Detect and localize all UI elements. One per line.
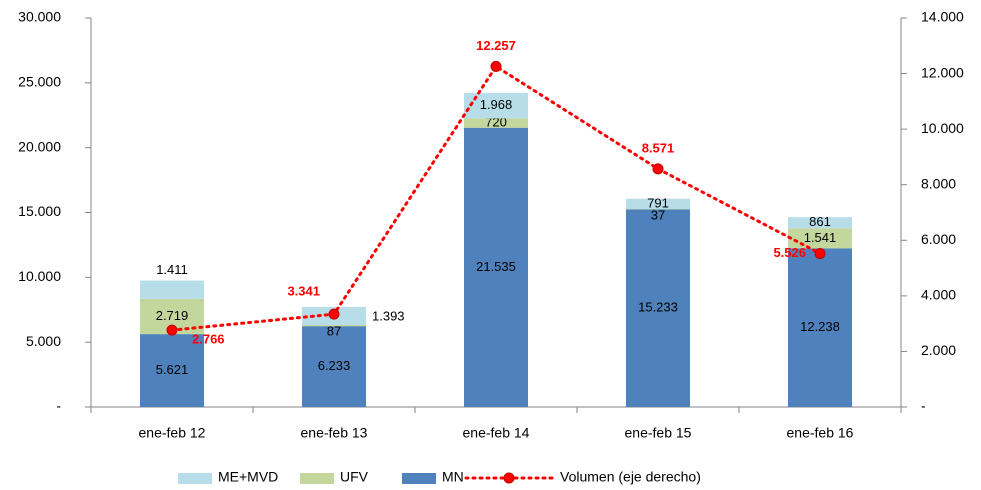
- y-tick-label: 20.000: [18, 138, 61, 154]
- bar-segment: [302, 326, 366, 407]
- y2-tick-label: 4.000: [921, 287, 956, 303]
- bar-segment: [626, 209, 690, 407]
- x-tick-label: ene-feb 13: [301, 425, 368, 441]
- y-tick-label: 5.000: [26, 333, 61, 349]
- y-tick-label: 15.000: [18, 203, 61, 219]
- line-marker: [814, 247, 826, 259]
- bar-segment: [140, 334, 204, 407]
- value-label: 1.541: [804, 230, 837, 245]
- value-label: 1.393: [372, 308, 405, 323]
- bar-segment: [302, 325, 366, 327]
- y-tick-label: 25.000: [18, 74, 61, 90]
- legend-label: UFV: [340, 469, 369, 485]
- line-value-label: 2.766: [192, 332, 225, 347]
- bar-segment: [626, 198, 690, 209]
- value-label: 12.238: [800, 319, 840, 334]
- y2-tick-label: 6.000: [921, 231, 956, 247]
- y-tick-label: 30.000: [18, 9, 61, 25]
- value-label: 791: [647, 195, 669, 210]
- value-label: 37: [651, 207, 665, 222]
- y-tick-label: -: [56, 398, 61, 414]
- x-tick-label: ene-feb 12: [139, 425, 206, 441]
- x-tick-label: ene-feb 15: [625, 425, 692, 441]
- y2-tick-label: 2.000: [921, 342, 956, 358]
- bar-segment: [464, 127, 528, 408]
- value-label: 5.621: [156, 362, 189, 377]
- x-tick-label: ene-feb 16: [787, 425, 854, 441]
- y2-tick-label: 10.000: [921, 120, 964, 136]
- value-label: 1.968: [480, 97, 513, 112]
- value-label: 2.719: [156, 308, 189, 323]
- value-label: 861: [809, 214, 831, 229]
- y2-tick-label: 12.000: [921, 64, 964, 80]
- value-label: 1.411: [156, 262, 188, 277]
- line-value-label: 3.341: [287, 284, 320, 299]
- value-label: 15.233: [638, 300, 678, 315]
- bar-segment: [788, 248, 852, 407]
- legend-swatch: [300, 473, 334, 484]
- legend-swatch: [178, 473, 212, 484]
- y-tick-label: 10.000: [18, 268, 61, 284]
- legend-label: MN: [442, 469, 464, 485]
- line-value-label: 5.526: [773, 245, 806, 260]
- y2-tick-label: -: [921, 398, 926, 414]
- bar-segment: [140, 280, 204, 299]
- bar-segment: [788, 228, 852, 249]
- line-value-label: 12.257: [476, 38, 516, 53]
- legend-label: Volumen (eje derecho): [560, 469, 701, 485]
- x-tick-label: ene-feb 14: [463, 425, 530, 441]
- line-marker: [652, 163, 664, 175]
- legend-label: ME+MVD: [218, 469, 278, 485]
- line-marker: [490, 60, 502, 72]
- y2-tick-label: 8.000: [921, 175, 956, 191]
- bar-segment: [464, 118, 528, 128]
- bar-segment: [788, 217, 852, 229]
- value-label: 6.233: [318, 358, 351, 373]
- value-label: 21.535: [476, 259, 516, 274]
- value-label: 87: [327, 323, 341, 338]
- line-marker: [328, 308, 340, 320]
- line-marker: [166, 324, 178, 336]
- legend-swatch: [402, 473, 436, 484]
- line-value-label: 8.571: [642, 140, 675, 155]
- legend-marker: [503, 472, 515, 484]
- y2-tick-label: 14.000: [921, 9, 964, 25]
